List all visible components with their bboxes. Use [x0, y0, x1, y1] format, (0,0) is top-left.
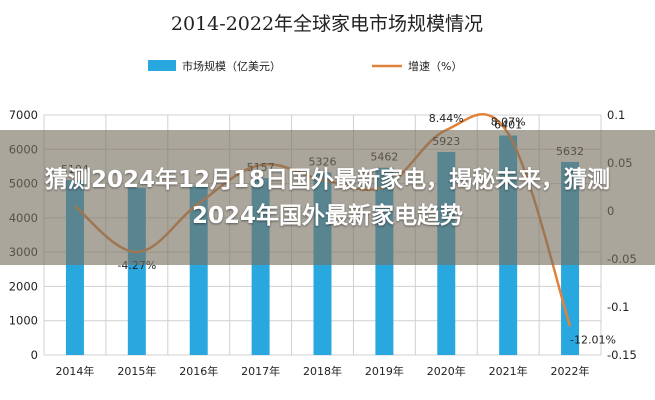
x-tick-label: 2017年	[241, 364, 280, 378]
growth-value-label: 8.07%	[491, 116, 526, 129]
y-right-tick-label: -0.15	[607, 348, 637, 362]
chart-title: 2014-2022年全球家电市场规模情况	[171, 13, 483, 35]
x-tick-label: 2020年	[427, 364, 466, 378]
legend-line-label: 增速（%）	[408, 59, 462, 73]
y-left-tick-label: 2000	[9, 279, 38, 293]
y-left-tick-label: 0	[31, 348, 38, 362]
y-right-tick-label: -0.1	[607, 300, 629, 314]
growth-value-label: -12.01%	[570, 333, 616, 346]
legend-bar-label: 市场规模（亿美元）	[182, 59, 281, 73]
bar-value-label: 6401	[494, 119, 522, 132]
x-tick-label: 2021年	[489, 364, 528, 378]
growth-value-label: 8.44%	[429, 112, 464, 125]
legend-bar-swatch	[148, 60, 176, 71]
headline-text: 猜测2024年12月18日国外最新家电，揭秘未来，猜测2024年国外最新家电趋势	[44, 166, 611, 229]
y-right-tick-label: 0.1	[607, 108, 625, 122]
headline-banner: 猜测2024年12月18日国外最新家电，揭秘未来，猜测2024年国外最新家电趋势	[0, 130, 655, 265]
x-tick-label: 2022年	[551, 364, 590, 378]
x-tick-label: 2014年	[55, 364, 94, 378]
y-left-tick-label: 1000	[9, 314, 38, 328]
x-tick-label: 2018年	[303, 364, 342, 378]
y-left-tick-label: 7000	[9, 108, 38, 122]
x-tick-label: 2015年	[117, 364, 156, 378]
legend: 市场规模（亿美元） 增速（%）	[148, 59, 462, 73]
x-tick-label: 2016年	[179, 364, 218, 378]
x-tick-label: 2019年	[365, 364, 404, 378]
